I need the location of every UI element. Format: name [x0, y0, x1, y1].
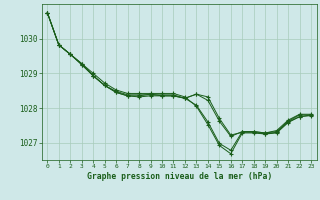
X-axis label: Graphe pression niveau de la mer (hPa): Graphe pression niveau de la mer (hPa): [87, 172, 272, 181]
